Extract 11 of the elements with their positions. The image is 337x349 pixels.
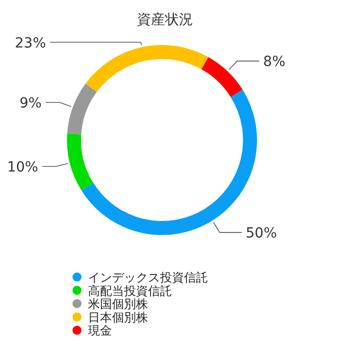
data-label: 10% [7,159,38,176]
data-label: 9% [19,95,42,112]
data-label: 50% [246,225,277,242]
data-label: 23% [14,35,46,52]
legend-label: 米国個別株 [88,297,148,312]
legend-label: インデックス投資信託 [88,270,208,284]
legend-label: 現金 [88,324,112,338]
legend-label: 日本個別株 [88,310,148,324]
legend-label: 高配当投資信託 [88,284,172,298]
data-label: 8% [263,54,286,70]
chart-title: 資産状況 [137,12,193,28]
